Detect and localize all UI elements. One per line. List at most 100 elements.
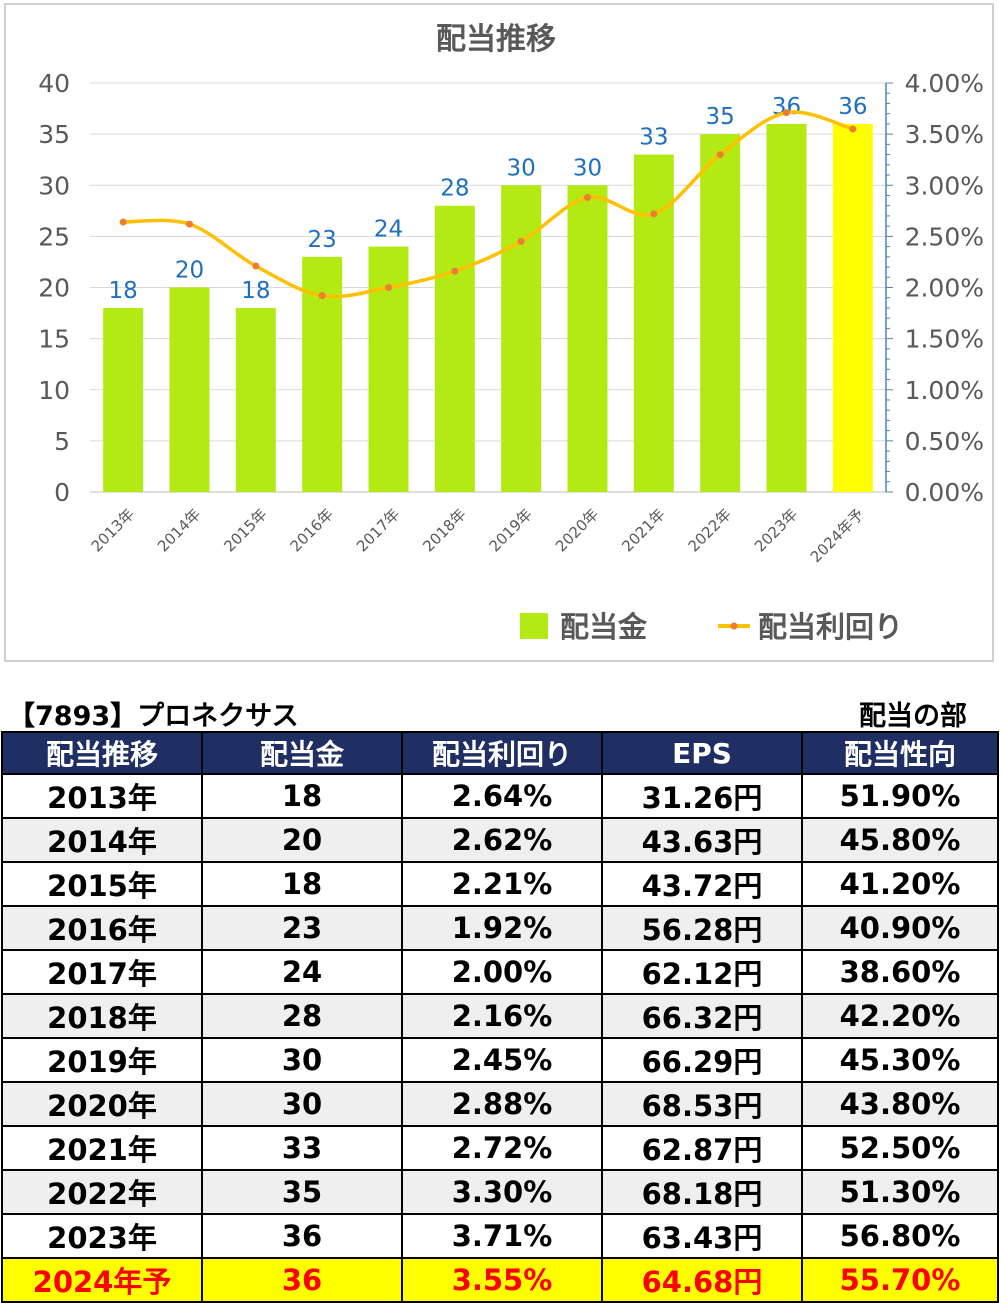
left-tick-label: 40 — [38, 69, 70, 98]
cell-year: 2023年 — [1, 1213, 203, 1259]
yield-point — [385, 284, 392, 291]
table-row-forecast: 2024年予 36 3.55% 64.68円 55.70% — [1, 1257, 999, 1303]
cell-yield: 2.64% — [401, 773, 603, 819]
category-label: 2018年 — [419, 505, 469, 555]
right-tick-label: 4.00% — [905, 69, 984, 98]
header-yield: 配当利回り — [401, 731, 603, 775]
category-label: 2013年 — [88, 505, 138, 555]
cell-eps: 64.68円 — [601, 1257, 803, 1303]
category-label: 2016年 — [287, 505, 337, 555]
right-tick-label: 0.50% — [905, 427, 984, 456]
bar-value-label: 30 — [573, 155, 602, 181]
left-tick-label: 15 — [38, 325, 70, 354]
right-tick-label: 3.00% — [905, 171, 984, 200]
cell-yield: 2.00% — [401, 949, 603, 995]
cell-payout: 43.80% — [801, 1081, 999, 1127]
left-tick-label: 5 — [54, 427, 70, 456]
bar — [169, 287, 210, 492]
cell-dividend: 28 — [201, 993, 403, 1039]
bar-value-label: 20 — [175, 258, 204, 284]
cell-yield: 2.72% — [401, 1125, 603, 1171]
category-label: 2019年 — [486, 505, 536, 555]
cell-yield: 3.71% — [401, 1213, 603, 1259]
cell-dividend: 30 — [201, 1037, 403, 1083]
cell-dividend: 18 — [201, 773, 403, 819]
bar-value-label: 18 — [109, 278, 138, 304]
left-tick-label: 20 — [38, 274, 70, 303]
cell-payout: 42.20% — [801, 993, 999, 1039]
chart-title: 配当推移 — [436, 22, 556, 57]
category-label: 2014年 — [154, 505, 204, 555]
bar — [235, 307, 276, 492]
cell-yield: 3.55% — [401, 1257, 603, 1303]
category-label: 2022年 — [685, 505, 735, 555]
cell-payout: 51.90% — [801, 773, 999, 819]
bar-value-label: 30 — [507, 155, 536, 181]
cell-payout: 45.30% — [801, 1037, 999, 1083]
yield-point — [186, 220, 193, 228]
table-header-row: 配当推移 配当金 配当利回り EPS 配当性向 — [1, 731, 999, 775]
cell-eps: 62.12円 — [601, 949, 803, 995]
cell-payout: 41.20% — [801, 861, 999, 907]
table-row: 2013年 18 2.64% 31.26円 51.90% — [1, 773, 999, 819]
cell-payout: 38.60% — [801, 949, 999, 995]
cell-year: 2021年 — [1, 1125, 203, 1171]
cell-eps: 66.32円 — [601, 993, 803, 1039]
cell-dividend: 24 — [201, 949, 403, 995]
cell-yield: 1.92% — [401, 905, 603, 951]
cell-payout: 40.90% — [801, 905, 999, 951]
cell-dividend: 30 — [201, 1081, 403, 1127]
table-row: 2014年 20 2.62% 43.63円 45.80% — [1, 817, 999, 863]
table-row: 2019年 30 2.45% 66.29円 45.30% — [1, 1037, 999, 1083]
cell-dividend: 23 — [201, 905, 403, 951]
cell-eps: 68.18円 — [601, 1169, 803, 1215]
yield-point — [252, 262, 260, 270]
table-row: 2016年 23 1.92% 56.28円 40.90% — [1, 905, 999, 951]
bar — [766, 123, 807, 493]
cell-yield: 2.21% — [401, 861, 603, 907]
left-tick-label: 10 — [38, 376, 70, 405]
cell-dividend: 20 — [201, 817, 403, 863]
category-label: 2023年 — [751, 505, 801, 555]
bar-value-label: 23 — [308, 227, 337, 253]
yield-point — [650, 210, 658, 218]
category-label: 2020年 — [552, 505, 602, 555]
cell-year: 2024年予 — [1, 1257, 203, 1303]
cell-payout: 45.80% — [801, 817, 999, 863]
cell-dividend: 35 — [201, 1169, 403, 1215]
legend-marker-yield — [730, 622, 738, 630]
section-label: 配当の部 — [859, 701, 967, 732]
left-tick-label: 35 — [38, 120, 70, 149]
cell-eps: 62.87円 — [601, 1125, 803, 1171]
bar — [434, 205, 475, 492]
ticker-title: 【7893】プロネクサス — [8, 701, 299, 732]
cell-eps: 63.43円 — [601, 1213, 803, 1259]
bar-value-label: 18 — [241, 278, 270, 304]
category-label: 2015年 — [220, 505, 270, 555]
cell-yield: 3.30% — [401, 1169, 603, 1215]
yield-point — [716, 151, 724, 159]
dividend-chart: 配当推移 0 5 10 15 20 25 30 35 40 0.00% 0.50% 1.00% 1.50%… — [38, 22, 984, 644]
legend-label-yield: 配当利回り — [758, 610, 903, 644]
right-tick-label: 1.00% — [905, 376, 984, 405]
table-row: 2022年 35 3.30% 68.18円 51.30% — [1, 1169, 999, 1215]
bar — [501, 185, 542, 492]
cell-dividend: 36 — [201, 1213, 403, 1259]
table-row: 2017年 24 2.00% 62.12円 38.60% — [1, 949, 999, 995]
cell-payout: 56.80% — [801, 1213, 999, 1259]
category-label: 2024年予 — [807, 505, 868, 566]
left-tick-label: 25 — [38, 222, 70, 251]
cell-dividend: 36 — [201, 1257, 403, 1303]
cell-year: 2020年 — [1, 1081, 203, 1127]
right-tick-label: 0.00% — [905, 478, 984, 507]
cell-eps: 43.72円 — [601, 861, 803, 907]
cell-year: 2016年 — [1, 905, 203, 951]
right-tick-label: 3.50% — [905, 120, 984, 149]
bar-value-label: 35 — [706, 104, 735, 130]
chart-frame: 配当推移 0 5 10 15 20 25 30 35 40 0.00% 0.50% 1.00% 1.50%… — [4, 3, 994, 662]
yield-point — [584, 194, 591, 202]
left-tick-label: 30 — [38, 171, 70, 200]
legend-swatch-dividend — [520, 613, 548, 639]
right-tick-label: 1.50% — [905, 325, 984, 354]
cell-year: 2019年 — [1, 1037, 203, 1083]
